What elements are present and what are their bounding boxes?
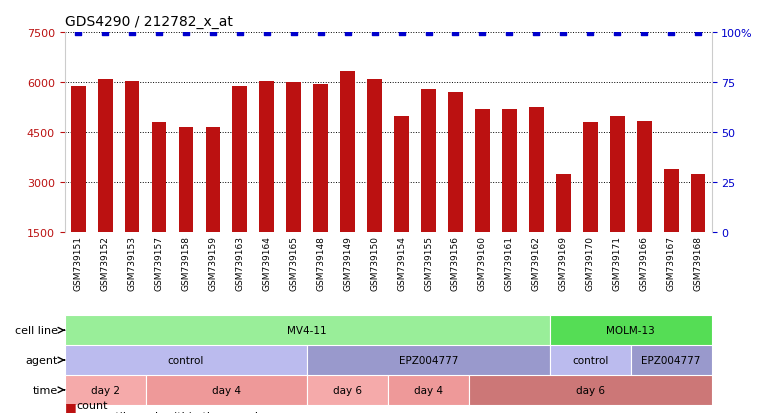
Bar xyxy=(205,128,221,233)
Point xyxy=(314,30,326,37)
Bar xyxy=(421,90,436,233)
Text: GDS4290 / 212782_x_at: GDS4290 / 212782_x_at xyxy=(65,15,233,29)
Point xyxy=(665,30,677,37)
Text: day 2: day 2 xyxy=(91,385,119,395)
Bar xyxy=(145,375,307,405)
Point xyxy=(72,30,84,37)
Bar xyxy=(583,123,597,233)
Point xyxy=(692,30,704,37)
Bar xyxy=(637,121,651,233)
Text: ■: ■ xyxy=(65,400,76,413)
Text: cell line: cell line xyxy=(15,325,59,335)
Bar xyxy=(286,83,301,233)
Text: MV4-11: MV4-11 xyxy=(288,325,327,335)
Point xyxy=(288,30,300,37)
Bar xyxy=(550,316,712,345)
Bar xyxy=(314,85,328,233)
Bar xyxy=(550,345,631,375)
Bar xyxy=(65,375,145,405)
Text: EPZ004777: EPZ004777 xyxy=(642,355,701,365)
Bar xyxy=(469,375,712,405)
Point xyxy=(180,30,192,37)
Point xyxy=(342,30,354,37)
Bar xyxy=(394,116,409,233)
Point xyxy=(557,30,569,37)
Text: control: control xyxy=(167,355,204,365)
Point xyxy=(153,30,165,37)
Text: day 6: day 6 xyxy=(576,385,605,395)
Text: ■: ■ xyxy=(65,411,76,413)
Bar xyxy=(691,175,705,233)
Point xyxy=(422,30,435,37)
Point xyxy=(368,30,380,37)
Point xyxy=(261,30,273,37)
Point xyxy=(584,30,597,37)
Bar xyxy=(97,80,113,233)
Bar xyxy=(556,175,571,233)
Bar xyxy=(664,170,679,233)
Text: agent: agent xyxy=(26,355,59,365)
Bar xyxy=(179,128,193,233)
Bar xyxy=(71,86,85,233)
Point xyxy=(638,30,650,37)
Bar xyxy=(475,110,490,233)
Bar xyxy=(448,93,463,233)
Bar xyxy=(368,80,382,233)
Text: control: control xyxy=(572,355,609,365)
Bar xyxy=(610,116,625,233)
Point xyxy=(476,30,489,37)
Text: count: count xyxy=(77,400,108,410)
Bar xyxy=(125,81,139,233)
Point xyxy=(99,30,111,37)
Point xyxy=(611,30,623,37)
Text: percentile rank within the sample: percentile rank within the sample xyxy=(77,411,265,413)
Text: day 4: day 4 xyxy=(414,385,443,395)
Bar xyxy=(340,71,355,233)
Text: day 4: day 4 xyxy=(212,385,241,395)
Point xyxy=(450,30,462,37)
Bar xyxy=(388,375,469,405)
Bar xyxy=(307,345,550,375)
Text: day 6: day 6 xyxy=(333,385,362,395)
Point xyxy=(126,30,139,37)
Bar xyxy=(232,86,247,233)
Bar xyxy=(307,375,388,405)
Point xyxy=(234,30,246,37)
Bar xyxy=(151,123,167,233)
Text: time: time xyxy=(33,385,59,395)
Point xyxy=(503,30,515,37)
Bar xyxy=(260,81,274,233)
Point xyxy=(207,30,219,37)
Text: MOLM-13: MOLM-13 xyxy=(607,325,655,335)
Point xyxy=(530,30,543,37)
Point xyxy=(396,30,408,37)
Bar xyxy=(502,110,517,233)
Bar xyxy=(631,345,712,375)
Bar xyxy=(529,108,544,233)
Bar xyxy=(65,316,550,345)
Text: EPZ004777: EPZ004777 xyxy=(399,355,458,365)
Bar xyxy=(65,345,307,375)
